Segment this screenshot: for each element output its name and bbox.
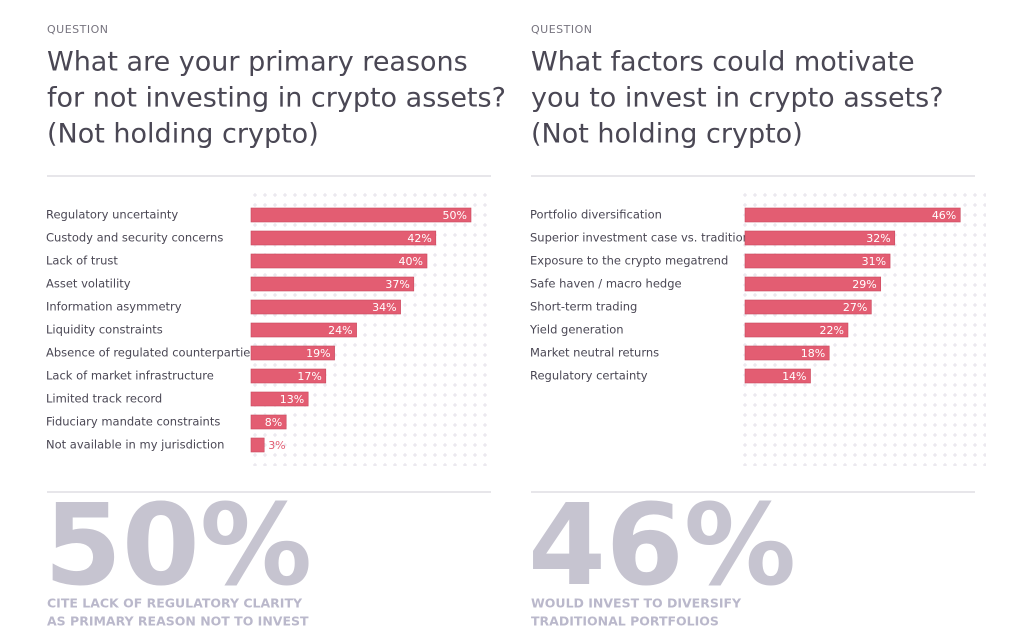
highlight-caption: TRADITIONAL PORTFOLIOS — [531, 614, 719, 629]
bar — [250, 299, 401, 315]
value-label: 24% — [328, 324, 352, 337]
category-label: Lack of market infrastructure — [46, 369, 214, 383]
eyebrow: QUESTION — [531, 23, 593, 36]
value-label: 13% — [280, 393, 304, 406]
eyebrow: QUESTION — [47, 23, 109, 36]
value-label: 8% — [265, 416, 282, 429]
category-label: Lack of trust — [46, 254, 118, 268]
value-label: 42% — [407, 232, 431, 245]
category-label: Yield generation — [529, 323, 624, 337]
value-label: 18% — [801, 347, 825, 360]
category-label: Superior investment case vs. traditional — [530, 231, 760, 245]
value-label: 37% — [385, 278, 409, 291]
bar — [250, 276, 415, 292]
value-label: 46% — [932, 209, 956, 222]
bar — [744, 368, 811, 384]
value-label: 19% — [306, 347, 330, 360]
value-label: 32% — [866, 232, 890, 245]
bar — [744, 230, 896, 246]
category-label: Custody and security concerns — [46, 231, 223, 245]
highlight-caption: WOULD INVEST TO DIVERSIFY — [531, 596, 742, 611]
bar — [744, 253, 891, 269]
category-label: Market neutral returns — [530, 346, 659, 360]
highlight-caption: AS PRIMARY REASON NOT TO INVEST — [47, 614, 309, 629]
category-label: Liquidity constraints — [46, 323, 163, 337]
value-label: 50% — [443, 209, 467, 222]
bar — [250, 345, 335, 361]
value-label: 34% — [372, 301, 396, 314]
bar — [250, 230, 437, 246]
category-label: Information asymmetry — [46, 300, 182, 314]
bar — [250, 253, 428, 269]
highlight-stat: 46% — [528, 481, 796, 611]
value-label: 17% — [297, 370, 321, 383]
highlight-stat: 50% — [44, 481, 312, 611]
category-label: Regulatory certainty — [530, 369, 648, 383]
category-label: Asset volatility — [46, 277, 131, 291]
category-label: Exposure to the crypto megatrend — [530, 254, 728, 268]
chart-title: (Not holding crypto) — [531, 119, 803, 150]
category-label: Fiduciary mandate constraints — [46, 415, 220, 429]
value-label: 14% — [782, 370, 806, 383]
bar — [744, 322, 849, 338]
value-label: 40% — [399, 255, 423, 268]
category-label: Absence of regulated counterparties — [46, 346, 256, 360]
category-label: Regulatory uncertainty — [46, 208, 178, 222]
bar — [250, 437, 265, 453]
bar — [250, 207, 472, 223]
category-label: Limited track record — [46, 392, 162, 406]
bar — [250, 414, 287, 430]
value-label: 27% — [843, 301, 867, 314]
bar — [744, 299, 872, 315]
chart-title: (Not holding crypto) — [47, 119, 319, 150]
chart-title: What are your primary reasons — [47, 47, 468, 78]
bar — [744, 207, 961, 223]
chart-title: What factors could motivate — [531, 47, 915, 78]
bar — [744, 276, 882, 292]
category-label: Portfolio diversification — [530, 208, 662, 222]
chart-title: you to invest in crypto assets? — [531, 83, 944, 114]
category-label: Short-term trading — [530, 300, 637, 314]
category-label: Not available in my jurisdiction — [46, 438, 224, 452]
category-label: Safe haven / macro hedge — [530, 277, 682, 291]
chart-title: for not investing in crypto assets? — [47, 83, 506, 114]
value-label: 22% — [820, 324, 844, 337]
value-label: 29% — [852, 278, 876, 291]
highlight-caption: CITE LACK OF REGULATORY CLARITY — [47, 596, 303, 611]
bar — [744, 345, 830, 361]
bar — [250, 391, 309, 407]
bar — [250, 368, 327, 384]
value-label: 31% — [862, 255, 886, 268]
value-label: 3% — [268, 439, 285, 452]
bar — [250, 322, 357, 338]
